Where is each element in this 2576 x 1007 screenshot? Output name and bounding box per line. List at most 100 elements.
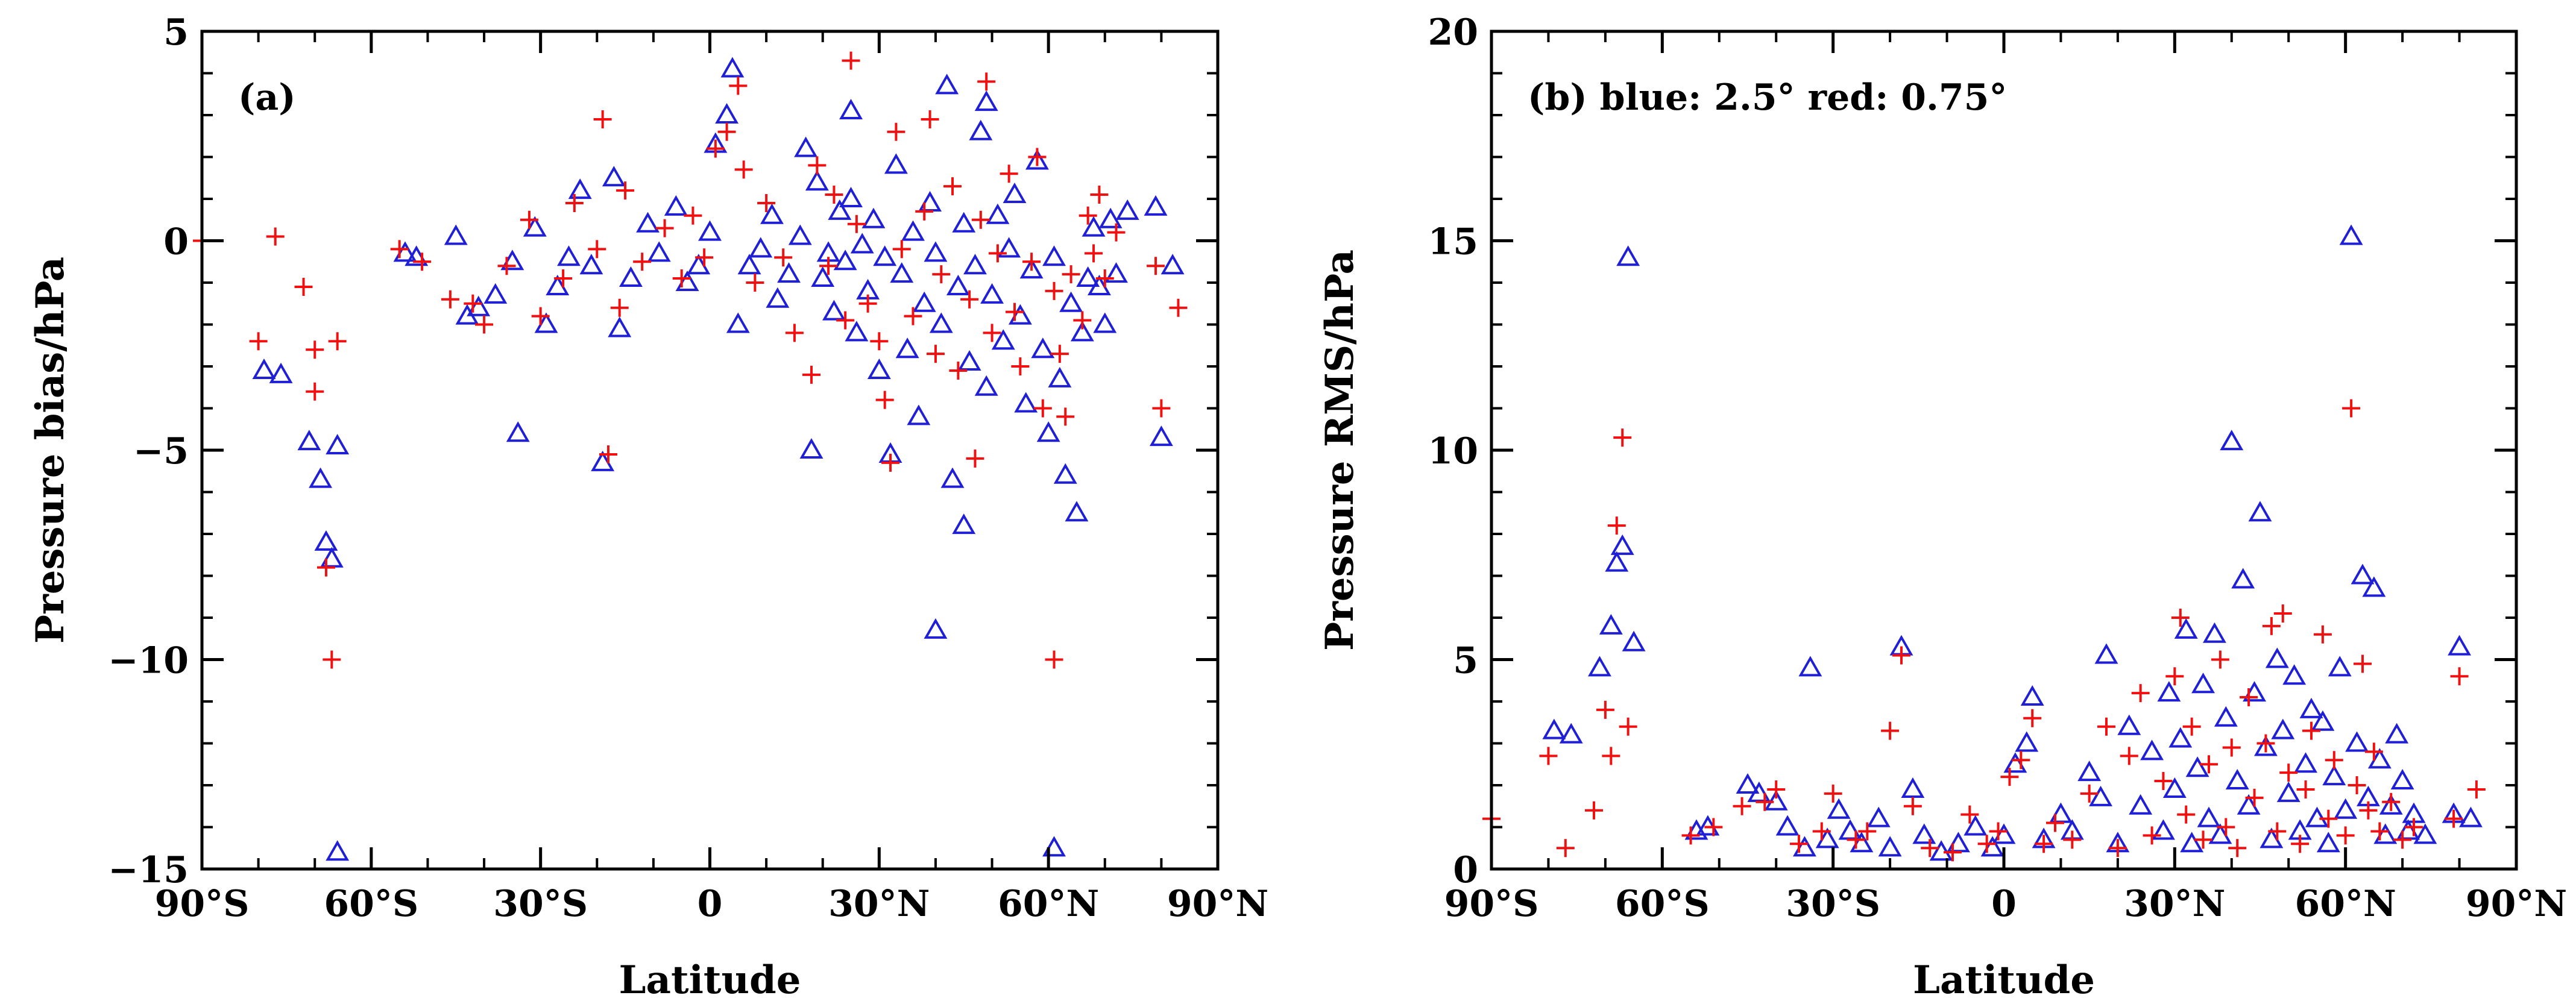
panel-a-red-plus-point	[1028, 148, 1047, 166]
panel-a-red-plus-point	[949, 361, 968, 380]
panel-a-blue-triangle-point	[647, 241, 671, 262]
panel-b-blue-triangle-point	[2220, 430, 2244, 451]
panel-b-red-plus-point	[2382, 792, 2401, 811]
panel-a-blue-triangle-point	[557, 245, 581, 266]
panel-a-xtick-label: 30°N	[828, 883, 930, 925]
panel-b-xtick-label: 0	[1991, 883, 2017, 925]
panel-a-red-plus-point	[554, 269, 573, 288]
panel-a-blue-triangle-point	[506, 421, 530, 442]
panel-a-blue-triangle-point	[940, 467, 965, 488]
panel-b-red-plus-point	[1892, 646, 1910, 665]
panel-a-blue-triangle-point	[980, 283, 1004, 304]
panel-b-red-plus-point	[2273, 604, 2292, 623]
panel-a-ytick-label: −15	[108, 849, 189, 891]
panel-b-red-plus-point	[2348, 776, 2366, 794]
panel-b-blue-triangle-point	[1616, 245, 1640, 266]
panel-b-blue-triangle-point	[2385, 723, 2409, 744]
panel-b-blue-triangle-point	[1901, 777, 1925, 798]
panel-a-red-plus-point	[706, 139, 725, 158]
panel-a-blue-triangle-point	[946, 274, 970, 295]
panel-b-ytick-label: 20	[1428, 11, 1479, 54]
panel-b-blue-triangle-point	[2448, 635, 2472, 656]
panel-a-red-plus-point	[1147, 257, 1165, 275]
panel-a-blue-triangle-point	[1160, 254, 1185, 275]
panel-b-blue-triangle-point	[2322, 765, 2346, 786]
panel-a-blue-triangle-point	[252, 358, 276, 379]
panel-b-red-plus-point	[2217, 818, 2235, 836]
panel-b-red-plus-point	[2194, 830, 2212, 849]
panel-b-red-plus-point	[2336, 826, 2355, 845]
panel-b-red-plus-point	[1619, 717, 1637, 736]
panel-a-blue-triangle-point	[1070, 321, 1094, 342]
panel-b-red-plus-point	[2279, 764, 2298, 782]
panel-a-blue-triangle-point	[1115, 199, 1139, 220]
panel-b-red-plus-point	[1903, 797, 1922, 815]
panel-b-blue-triangle-point	[1798, 656, 1822, 677]
panel-b-red-plus-point	[2165, 667, 2184, 686]
panel-a-red-plus-point	[497, 257, 516, 275]
panel-a-blue-triangle-point	[969, 119, 993, 140]
panel-a-blue-triangle-point	[1053, 463, 1077, 484]
panel-b-red-plus-point	[2131, 684, 2150, 703]
panel-a-blue-triangle-point	[997, 237, 1021, 258]
panel-b-blue-triangle-point	[2351, 563, 2375, 585]
panel-a-blue-triangle-point	[608, 316, 632, 337]
panel-a-blue-triangle-point	[799, 438, 824, 459]
panel-b-red-plus-point	[2364, 742, 2383, 761]
panel-a-xtick-label: 60°S	[324, 883, 418, 925]
panel-a-red-plus-point	[983, 324, 1001, 342]
panel-b-blue-triangle-point	[2202, 622, 2226, 643]
panel-b-red-plus-point	[2450, 667, 2469, 686]
panel-a-blue-triangle-point	[269, 362, 293, 383]
panel-a-blue-triangle-point	[1042, 836, 1066, 857]
panel-a-red-plus-point	[588, 240, 606, 259]
panel-b-red-plus-point	[2120, 747, 2138, 765]
panel-b-blue-triangle-point	[2191, 673, 2215, 694]
panel-a-blue-triangle-point	[794, 136, 818, 157]
panel-a-blue-triangle-point	[1082, 216, 1106, 237]
panel-a-label: (a)	[238, 77, 296, 119]
panel-a-red-plus-point	[858, 294, 877, 313]
panel-b-red-plus-point	[2222, 738, 2241, 757]
panel-a-red-plus-point	[870, 332, 889, 351]
panel-b-blue-triangle-point	[2231, 568, 2255, 589]
panel-a-red-plus-point	[1073, 311, 1092, 330]
panel-a-red-plus-point	[684, 206, 702, 225]
panel-a-red-plus-point	[672, 269, 691, 288]
panel-b-red-plus-point	[2467, 780, 2486, 798]
panel-a-blue-triangle-point	[850, 233, 874, 254]
panel-a-blue-triangle-point	[1149, 425, 1173, 447]
panel-a-blue-triangle-point	[1031, 337, 1055, 359]
panel-b-blue-triangle-point	[2328, 656, 2352, 677]
panel-b-ylabel: Pressure RMS/hPa	[1317, 249, 1362, 651]
panel-a-red-plus-point	[610, 298, 629, 317]
panel-a-red-plus-point	[988, 244, 1007, 263]
panel-b-red-plus-point	[2228, 839, 2247, 858]
panel-b-red-plus-point	[2256, 734, 2275, 753]
panel-b-xtick-label: 90°S	[1444, 883, 1539, 925]
panel-b-blue-triangle-point	[2089, 785, 2113, 806]
panel-a-blue-triangle-point	[811, 266, 835, 287]
panel-a-red-plus-point	[887, 122, 905, 141]
panel-b-blue-triangle-point	[2339, 224, 2363, 245]
panel-a-ylabel: Pressure bias/hPa	[28, 257, 73, 644]
panel-b-ytick-label: 15	[1428, 221, 1479, 263]
panel-b-blue-triangle-point	[2015, 731, 2039, 752]
panel-a-blue-triangle-point	[1003, 183, 1027, 204]
panel-b-blue-triangle-point	[2180, 832, 2204, 853]
panel-b-blue-triangle-point	[2185, 756, 2209, 777]
panel-b-red-plus-point	[2405, 818, 2423, 836]
panel-a-red-plus-point	[757, 193, 776, 212]
panel-b-blue-triangle-point	[2345, 731, 2369, 752]
panel-a-red-plus-point	[616, 181, 635, 200]
panel-a-blue-triangle-point	[867, 358, 891, 379]
panel-a-blue-triangle-point	[1048, 366, 1072, 387]
panel-a-blue-triangle-point	[1059, 291, 1083, 312]
panel-a-red-plus-point	[1050, 345, 1069, 363]
panel-a-blue-triangle-point	[991, 329, 1015, 350]
panel-b-blue-triangle-point	[1736, 773, 1760, 794]
panel-a-red-plus-point	[819, 257, 838, 275]
panel-b-markers	[1482, 224, 2486, 862]
panel-b-rms-chart: 90°S 60°S 30°S 0 30°N 60°N 90°N 0 5 10 15 20 (b) bl…	[1317, 11, 2567, 1003]
panel-a-red-plus-point	[266, 227, 285, 246]
